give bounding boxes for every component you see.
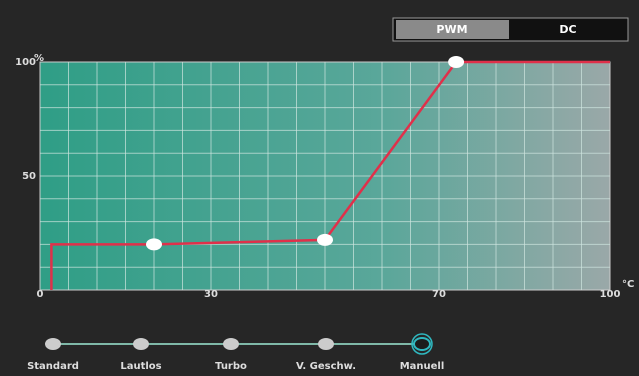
x-tick-label: 70	[432, 289, 446, 300]
y-tick-label: 50	[22, 171, 36, 182]
x-tick-label: 100	[600, 289, 621, 300]
mode-knob[interactable]	[45, 338, 61, 350]
mode-knob[interactable]	[414, 338, 430, 350]
x-tick-label: 30	[204, 289, 218, 300]
bios-fan-screen: % °C 0307010050100PWMDCStandardLautlosTu…	[0, 0, 639, 376]
mode-knob[interactable]	[223, 338, 239, 350]
mode-knob[interactable]	[133, 338, 149, 350]
curve-handle[interactable]	[448, 56, 464, 68]
mode-label[interactable]: Standard	[27, 361, 79, 372]
x-axis-label: °C	[622, 279, 634, 290]
mode-label[interactable]: Manuell	[400, 361, 445, 372]
curve-handle[interactable]	[317, 234, 333, 246]
mode-label[interactable]: V. Geschw.	[296, 361, 356, 372]
toggle-option[interactable]: DC	[559, 23, 576, 36]
y-tick-label: 100	[15, 57, 36, 68]
x-tick-label: 0	[37, 289, 44, 300]
mode-knob[interactable]	[318, 338, 334, 350]
mode-label[interactable]: Turbo	[215, 361, 247, 372]
toggle-option[interactable]: PWM	[436, 23, 467, 36]
curve-handle[interactable]	[146, 238, 162, 250]
mode-label[interactable]: Lautlos	[120, 361, 161, 372]
